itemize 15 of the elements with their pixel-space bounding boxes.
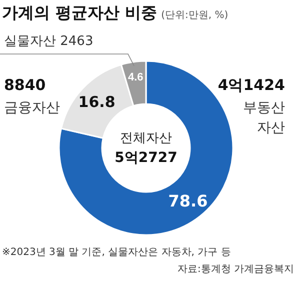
text: 자료:통계청 가계금융복지 [177,264,294,275]
text: 4억1424 [218,76,285,94]
slice-label: 금융자산 [4,100,60,116]
chart-subtitle: (단위:만원, %) [161,10,228,21]
data-label: 78.6 [168,191,208,210]
text: 5억2727 [114,150,178,166]
text: 2463 [60,34,94,49]
chart-title: 가계의 평균자산 비중 [2,3,158,22]
slice-label: 실물자산 [4,34,56,49]
data-label: 4.6 [128,72,144,84]
data-label: 16.8 [78,93,116,112]
text: ※2023년 3월 말 기준, 실물자산은 자동차, 가구 등 [2,247,231,258]
text: 전체자산 [120,131,172,146]
text: 8840 [4,76,46,94]
slice-label: 부동산 자산 [243,100,285,136]
